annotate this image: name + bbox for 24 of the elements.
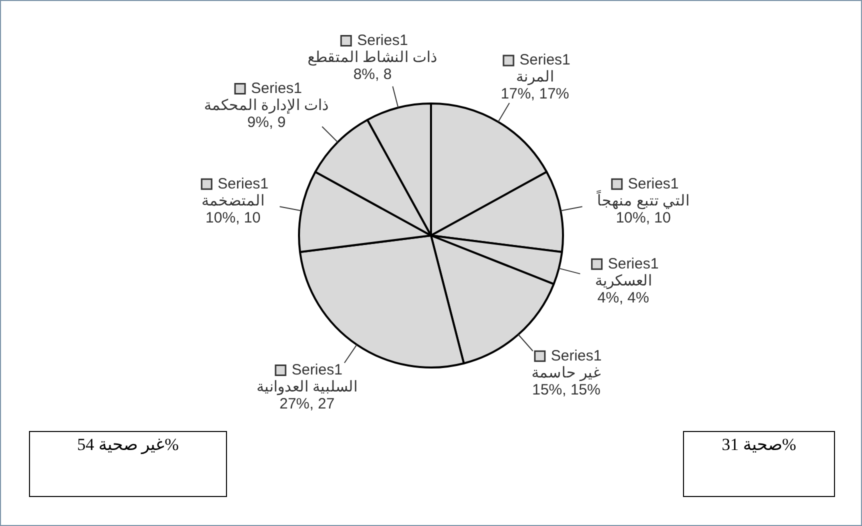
legend-label: المرنة — [516, 68, 554, 86]
slice-label: Series1 — [292, 361, 342, 378]
text: %صحية 31 — [683, 431, 835, 497]
legend-label: المتضخمة — [202, 192, 265, 210]
text: 4%, 4% — [597, 289, 650, 306]
text: Series1 — [520, 52, 570, 69]
text: Series1 — [550, 347, 602, 364]
text: 17%, 17% — [500, 86, 570, 103]
text: 15%, 15% — [532, 381, 600, 398]
legend-label: غير حاسمة — [532, 364, 601, 382]
text: Series1 — [218, 175, 268, 192]
text: Series1 — [251, 80, 302, 97]
legend-label: العسكرية — [594, 272, 652, 290]
legend-label: ذات النشاط المتقطع — [307, 48, 438, 66]
legend-label: ذات الإدارة المحكمة — [204, 96, 330, 114]
text: Series1 — [608, 255, 659, 272]
text: 9%, 9 — [247, 114, 286, 131]
legend-label: السلبية العدوانية — [256, 378, 358, 396]
text: 10%, 10 — [206, 209, 261, 226]
text: 8%, 8 — [353, 66, 392, 83]
text: %غير صحية 54 — [29, 431, 227, 497]
text: 10%, 10 — [616, 209, 671, 226]
text: Series1 — [357, 32, 408, 49]
text: 27%, 27 — [279, 395, 335, 412]
